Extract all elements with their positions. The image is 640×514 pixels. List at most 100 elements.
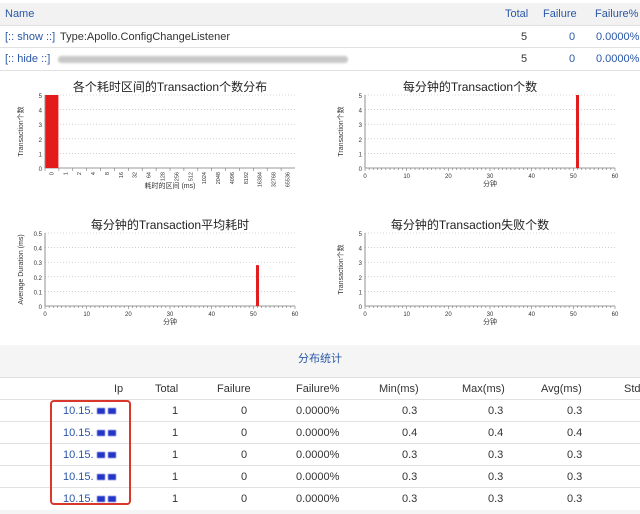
y-tick-label: 0 [359,167,363,173]
x-tick-label: 10 [83,312,90,318]
row-failure-pct: 0.0000% [596,53,640,65]
col-failure-pct-header[interactable]: Failure% [595,8,639,20]
col-min-header[interactable]: Min(ms) [379,383,419,395]
row-failure-pct-text: 0.0000% [296,493,340,505]
redacted-ip-mask [96,408,105,415]
col-failure-header[interactable]: Failure [543,8,577,20]
row-failure: 0 [241,444,247,466]
row-max-text: 0.3 [488,471,504,483]
y-tick-label: 4 [359,247,363,253]
chart-3-title: 每分钟的Transaction平均耗时 [90,218,250,232]
row-min-text: 0.3 [402,493,418,505]
row-min-text: 0.3 [402,405,418,417]
row-failure[interactable]: 0 [569,31,576,43]
x-tick-label: 128 [161,172,167,181]
redacted-transaction-name[interactable] [58,48,348,70]
row-min: 0.3 [402,466,417,488]
y-tick-label: 3 [359,123,363,129]
row-failure-pct-text: 0.0000% [296,471,340,483]
col-failure-header[interactable]: Failure [217,383,251,395]
col-name-header[interactable]: Name [5,8,35,20]
x-axis-label: 耗时的区间 (ms) [145,181,196,190]
chart-4-title: 每分钟的Transaction失败个数 [390,218,550,232]
x-tick-label: 40 [528,174,535,180]
stats-table-row: 10.15. 1 0 0.0000% 0.3 0.3 0.3 [0,443,640,466]
chart-duration-distribution: 0 1 2 3 4 5 0 1 2 4 8 16 32 64 128 256 512 1024 2048 4096 81… [16,94,295,190]
y-tick-label: 0.4 [34,247,43,253]
x-tick-label: 10 [403,312,410,318]
x-tick-label: 30 [487,174,494,180]
redacted-ip-mask [96,474,105,481]
redacted-ip-mask [107,430,116,437]
x-tick-label: 40 [528,312,535,318]
ip-link[interactable]: 10.15. [63,488,116,510]
col-total-header[interactable]: Total [505,8,529,20]
x-tick-label: 8192 [244,172,250,184]
col-avg-header[interactable]: Avg(ms) [541,383,582,395]
row-failure: 0 [241,466,247,488]
row-min: 0.3 [402,444,417,466]
ip-link[interactable]: 10.15. [63,400,116,422]
y-tick-label: 0.3 [34,261,43,267]
x-tick-label: 20 [445,174,452,180]
row-failure-text: 0 [241,493,248,505]
x-tick-label: 2 [77,172,83,175]
row-max: 0.4 [488,422,503,444]
row-avg-text: 0.3 [567,471,583,483]
ip-link-text[interactable]: 10.15. [63,471,94,483]
row-failure: 0 [241,488,247,510]
y-tick-label: 1 [39,152,43,158]
row-failure: 0 [241,400,247,422]
x-tick-label: 512 [188,172,194,181]
x-tick-label: 50 [570,312,577,318]
stats-table-row: 10.15. 1 0 0.0000% 0.3 0.3 0.3 [0,465,640,488]
ip-link-text[interactable]: 10.15. [63,427,94,439]
row-failure-pct-text: 0.0000% [296,405,340,417]
transaction-name[interactable]: Type:Apollo.ConfigChangeListener [60,31,231,43]
x-tick-label: 50 [250,312,257,318]
bar [576,95,579,168]
x-tick-label: 256 [174,172,180,181]
ip-link-text[interactable]: 10.15. [63,449,94,461]
y-axis-label: Transaction个数 [336,106,345,156]
x-tick-label: 8 [105,172,111,175]
ip-link[interactable]: 10.15. [63,444,116,466]
col-ip-header[interactable]: Ip [114,383,124,395]
col-total-header[interactable]: Total [155,383,179,395]
row-avg: 0.3 [567,444,582,466]
y-tick-label: 2 [39,138,43,144]
chart-1-title: 各个耗时区间的Transaction个数分布 [72,80,268,94]
row-total-text: 1 [172,449,179,461]
x-tick-label: 10 [403,174,410,180]
ip-link-text[interactable]: 10.15. [63,405,94,417]
row-total: 5 [521,53,528,65]
row-total: 1 [172,444,178,466]
y-tick-label: 0.1 [34,290,43,296]
ip-link[interactable]: 10.15. [63,422,116,444]
redacted-ip-mask [107,408,116,415]
table-row: [:: hide ::] 5 0 0.0000% [0,47,640,71]
row-total: 1 [172,422,178,444]
show-toggle-link[interactable]: [:: show ::] [5,31,56,43]
x-tick-label: 0 [363,312,367,318]
col-std-header[interactable]: Std [624,383,640,395]
row-avg-text: 0.4 [567,427,583,439]
redacted-ip-mask [107,452,116,459]
ip-link[interactable]: 10.15. [63,466,116,488]
redacted-ip-mask [96,496,105,503]
row-avg: 0.4 [567,422,582,444]
hide-toggle-link[interactable]: [:: hide ::] [5,53,51,65]
stats-table-row: 10.15. 1 0 0.0000% 0.4 0.4 0.4 [0,421,640,444]
row-max: 0.3 [488,466,503,488]
x-tick-label: 40 [208,312,215,318]
ip-link-text[interactable]: 10.15. [63,493,94,505]
col-max-header[interactable]: Max(ms) [462,383,505,395]
row-avg-text: 0.3 [567,449,583,461]
row-failure[interactable]: 0 [569,53,576,65]
col-failure-pct-header[interactable]: Failure% [296,383,340,395]
bar [256,265,259,306]
row-max: 0.3 [488,488,503,510]
y-axis-label: Transaction个数 [16,106,25,156]
x-tick-label: 30 [167,312,174,318]
x-tick-label: 1 [63,172,69,175]
